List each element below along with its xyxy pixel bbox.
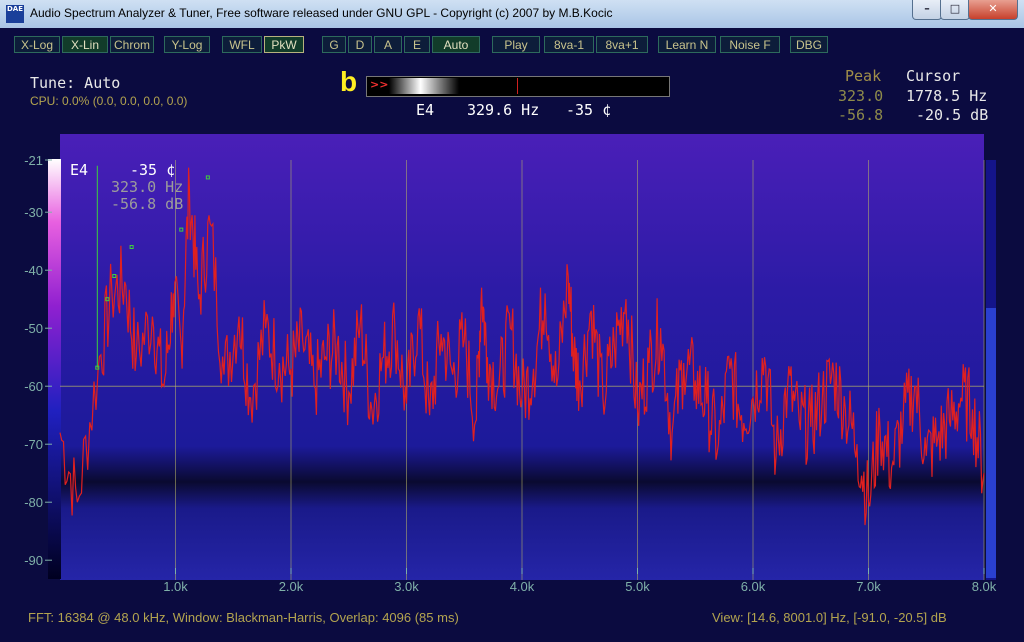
octave-down-button[interactable]: 8va-1 bbox=[544, 36, 594, 53]
spectrum-plot[interactable]: -21 -30 -40 -50 -60 -70 -80 -90 1.0k 2.0k 3.0k 4.0… bbox=[0, 128, 1024, 600]
app-icon: DAE bbox=[6, 5, 24, 23]
x-tick-label: 8.0k bbox=[972, 579, 997, 594]
y-tick-label: -30 bbox=[24, 205, 43, 220]
learn-noise-button[interactable]: Learn N bbox=[658, 36, 716, 53]
toolbar: X-Log X-Lin Chrom Y-Log WFL PkW G D A E … bbox=[0, 28, 1024, 62]
chrom-button[interactable]: Chrom bbox=[110, 36, 154, 53]
x-tick-label: 2.0k bbox=[279, 579, 304, 594]
cpu-usage: CPU: 0.0% (0.0, 0.0, 0.0, 0.0) bbox=[30, 94, 188, 108]
auto-button[interactable]: Auto bbox=[432, 36, 480, 53]
x-axis: 1.0k 2.0k 3.0k 4.0k 5.0k 6.0k 7.0k 8.0k bbox=[163, 568, 997, 594]
tuner-arrows: >> bbox=[370, 78, 389, 91]
detected-cents: -35 ¢ bbox=[566, 101, 612, 119]
x-tick-label: 3.0k bbox=[394, 579, 419, 594]
peak-marker bbox=[112, 274, 117, 278]
noise-filter-button[interactable]: Noise F bbox=[720, 36, 780, 53]
tune-mode: Tune: Auto bbox=[30, 74, 121, 92]
overlay-note: E4 bbox=[70, 161, 89, 179]
detected-frequency: 329.6 Hz bbox=[467, 101, 540, 119]
x-tick-label: 1.0k bbox=[163, 579, 188, 594]
debug-button[interactable]: DBG bbox=[790, 36, 828, 53]
spectrum-line bbox=[59, 167, 985, 526]
y-tick-label: -90 bbox=[24, 553, 43, 568]
x-tick-label: 7.0k bbox=[856, 579, 881, 594]
note-e-button[interactable]: E bbox=[404, 36, 430, 53]
status-bar bbox=[0, 600, 1024, 642]
cursor-label: Cursor bbox=[906, 67, 961, 85]
annotation-marker: b bbox=[340, 66, 358, 97]
close-button[interactable]: ✕ bbox=[968, 0, 1018, 20]
level-bar-left bbox=[48, 159, 61, 579]
peak-marker bbox=[95, 365, 100, 370]
y-tick-label: -21 bbox=[24, 153, 43, 168]
y-tick-label: -60 bbox=[24, 379, 43, 394]
x-log-button[interactable]: X-Log bbox=[14, 36, 60, 53]
y-tick-label: -80 bbox=[24, 495, 43, 510]
peak-label: Peak bbox=[845, 67, 882, 85]
cursor-db: -20.5 dB bbox=[916, 106, 989, 124]
fft-settings: FFT: 16384 @ 48.0 kHz, Window: Blackman-… bbox=[28, 610, 459, 625]
peak-frequency: 323.0 bbox=[838, 87, 884, 105]
play-button[interactable]: Play bbox=[492, 36, 540, 53]
peak-marker bbox=[205, 175, 210, 180]
overlay-frequency: 323.0 Hz bbox=[111, 178, 184, 196]
note-a-button[interactable]: A bbox=[374, 36, 402, 53]
maximize-button[interactable]: □ bbox=[940, 0, 970, 20]
peak-marker bbox=[179, 227, 184, 232]
overlay-cents: -35 ¢ bbox=[130, 161, 176, 179]
y-axis: -21 -30 -40 -50 -60 -70 -80 -90 bbox=[24, 153, 52, 568]
tuner-meter: >> bbox=[366, 76, 670, 97]
y-tick-label: -40 bbox=[24, 263, 43, 278]
note-d-button[interactable]: D bbox=[348, 36, 372, 53]
y-log-button[interactable]: Y-Log bbox=[164, 36, 210, 53]
y-tick-label: -70 bbox=[24, 437, 43, 452]
tuner-needle bbox=[517, 78, 518, 94]
peak-marker bbox=[129, 245, 134, 249]
tuner-gradient bbox=[389, 78, 459, 94]
octave-up-button[interactable]: 8va+1 bbox=[596, 36, 648, 53]
pkw-button[interactable]: PkW bbox=[264, 36, 304, 53]
x-tick-label: 5.0k bbox=[625, 579, 650, 594]
window-title: Audio Spectrum Analyzer & Tuner, Free so… bbox=[30, 6, 613, 20]
overlay-db: -56.8 dB bbox=[111, 195, 184, 213]
peak-markers bbox=[95, 165, 210, 370]
x-tick-label: 4.0k bbox=[510, 579, 535, 594]
x-tick-label: 6.0k bbox=[741, 579, 766, 594]
x-lin-button[interactable]: X-Lin bbox=[62, 36, 108, 53]
detected-note: E4 bbox=[416, 101, 435, 119]
y-tick-label: -50 bbox=[24, 321, 43, 336]
note-g-button[interactable]: G bbox=[322, 36, 346, 53]
view-range: View: [14.6, 8001.0] Hz, [-91.0, -20.5] … bbox=[712, 610, 947, 625]
cursor-frequency: 1778.5 Hz bbox=[906, 87, 988, 105]
wfl-button[interactable]: WFL bbox=[222, 36, 262, 53]
level-bar-right-fill bbox=[986, 308, 996, 578]
peak-db: -56.8 bbox=[838, 106, 884, 124]
title-bar: DAE Audio Spectrum Analyzer & Tuner, Fre… bbox=[0, 0, 1024, 29]
minimize-button[interactable]: – bbox=[912, 0, 942, 20]
peak-marker bbox=[105, 297, 110, 302]
